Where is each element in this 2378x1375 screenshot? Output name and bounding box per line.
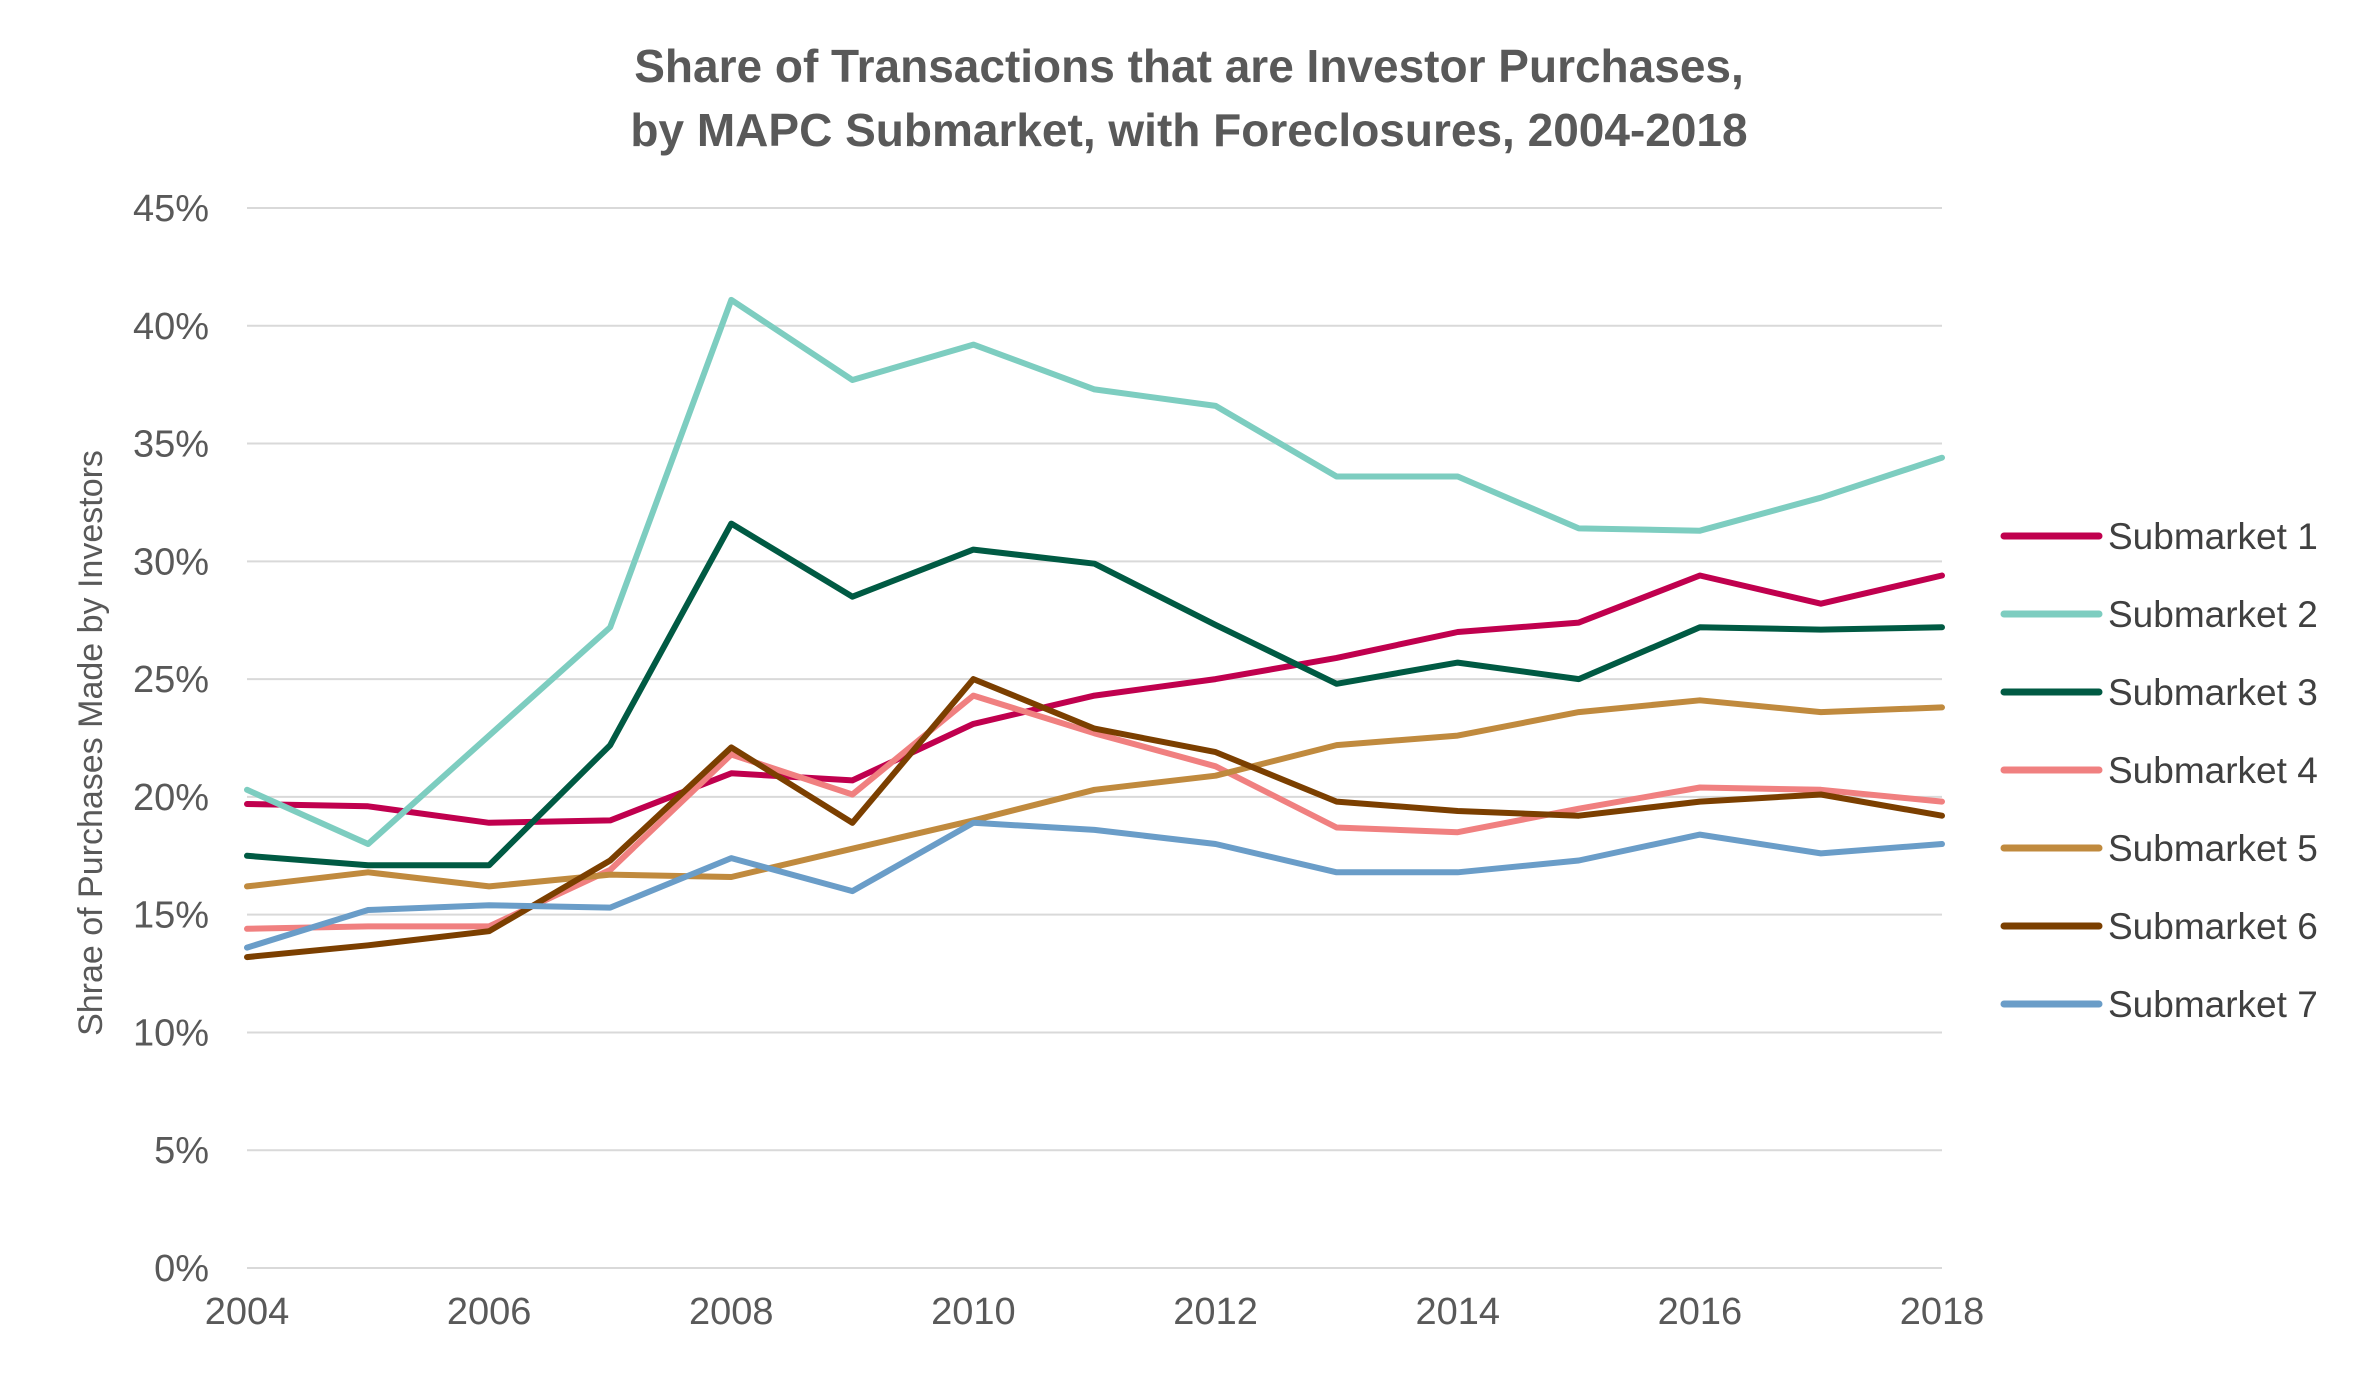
legend-label: Submarket 5 [2108, 828, 2318, 869]
legend-item: Submarket 6 [2000, 906, 2318, 947]
y-tick-label: 40% [133, 306, 209, 348]
series-line-submarket-5 [244, 697, 1945, 890]
legend-item: Submarket 4 [2000, 750, 2318, 791]
series-line-submarket-2 [244, 296, 1945, 847]
y-tick-label: 30% [133, 541, 209, 583]
legend-label: Submarket 3 [2108, 672, 2318, 713]
series-line-submarket-3 [244, 520, 1945, 869]
legend-label: Submarket 2 [2108, 594, 2318, 635]
y-tick-label: 35% [133, 424, 209, 466]
y-tick-label: 45% [133, 188, 209, 230]
y-tick-label: 25% [133, 659, 209, 701]
x-tick-label: 2018 [1900, 1291, 1985, 1333]
y-axis-ticks: 0% 5% 10% 15% 20% 25% 30% 35% 40% 45% [133, 188, 209, 1290]
legend-label: Submarket 6 [2108, 906, 2318, 947]
legend-item: Submarket 5 [2000, 828, 2318, 869]
x-axis-ticks: 2004 2006 2008 2010 2012 2014 2016 2018 [205, 1291, 1985, 1333]
y-tick-label: 5% [154, 1130, 209, 1172]
y-tick-label: 15% [133, 895, 209, 937]
series-line-submarket-7 [244, 819, 1945, 951]
x-tick-label: 2004 [205, 1291, 290, 1333]
y-axis-title: Shrae of Purchases Made by Investors [72, 450, 110, 1036]
y-tick-label: 20% [133, 777, 209, 819]
legend-label: Submarket 1 [2108, 516, 2318, 557]
legend-item: Submarket 2 [2000, 594, 2318, 635]
y-tick-label: 0% [154, 1248, 209, 1290]
legend-item: Submarket 1 [2000, 516, 2318, 557]
x-tick-label: 2006 [447, 1291, 532, 1333]
y-tick-label: 10% [133, 1012, 209, 1054]
x-tick-label: 2010 [931, 1291, 1016, 1333]
series-lines [244, 296, 1945, 961]
x-tick-label: 2012 [1173, 1291, 1258, 1333]
legend-label: Submarket 4 [2108, 750, 2318, 791]
chart-subtitle: by MAPC Submarket, with Foreclosures, 20… [630, 104, 1747, 156]
x-tick-label: 2008 [689, 1291, 774, 1333]
chart-title: Share of Transactions that are Investor … [634, 40, 1744, 92]
x-tick-label: 2014 [1415, 1291, 1500, 1333]
legend-item: Submarket 7 [2000, 984, 2318, 1025]
legend: Submarket 1 Submarket 2 Submarket 3 Submark… [2000, 516, 2318, 1025]
gridlines [247, 207, 1942, 1269]
legend-label: Submarket 7 [2108, 984, 2318, 1025]
legend-item: Submarket 3 [2000, 672, 2318, 713]
x-tick-label: 2016 [1658, 1291, 1743, 1333]
